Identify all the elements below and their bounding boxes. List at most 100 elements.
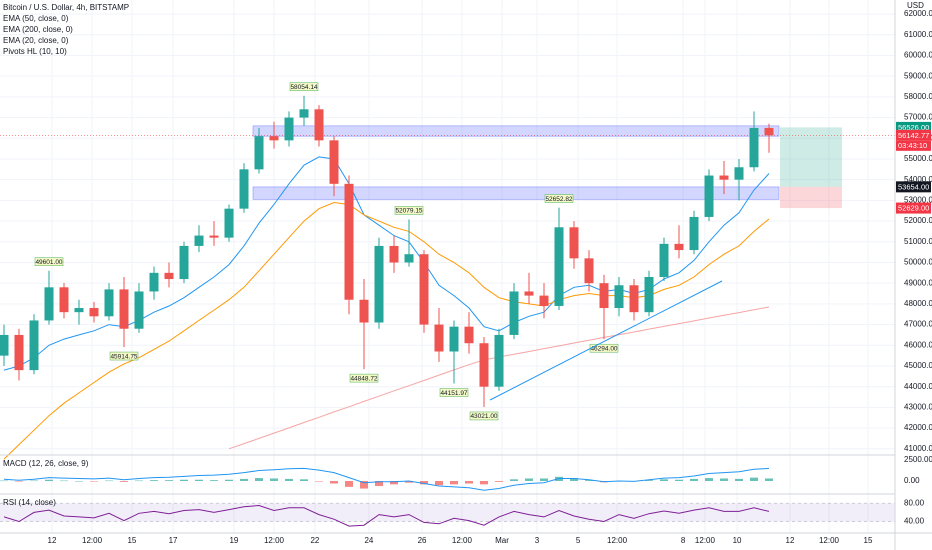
x-tick-label: 12	[48, 536, 57, 545]
y-tick-label: 43000.00	[904, 402, 932, 411]
target-price-tag-bg	[896, 121, 931, 133]
entry-price-tag-bg	[896, 181, 931, 193]
candle-body	[269, 136, 279, 141]
candle-body	[44, 287, 54, 321]
x-tick-label: 19	[229, 536, 238, 545]
candle-body	[284, 117, 294, 141]
macd-histogram-bar	[540, 478, 548, 481]
macd-histogram-bar	[30, 480, 38, 482]
pivot-box	[544, 194, 574, 203]
macd-histogram-bar	[405, 481, 413, 483]
x-tick-label: 17	[169, 536, 178, 545]
indicator-label: EMA (50, close, 0)	[3, 14, 69, 23]
y-tick-label: 44000.00	[904, 382, 932, 391]
candle-body	[299, 109, 309, 118]
pivot-label: 43021.00	[470, 413, 497, 420]
y-tick-label: 55000.00	[904, 154, 932, 163]
position-loss	[780, 186, 842, 209]
macd-histogram-bar	[315, 481, 323, 482]
macd-histogram-bar	[570, 478, 578, 481]
y-tick-label: 41000.00	[904, 444, 932, 453]
pivot-box	[34, 257, 64, 266]
currency-label: USD	[907, 1, 924, 10]
candle-body	[689, 216, 699, 251]
candle-body	[329, 140, 339, 184]
candle-body	[434, 324, 444, 352]
x-tick-label: 12	[786, 536, 795, 545]
macd-histogram-bar	[345, 481, 353, 487]
macd-histogram-bar	[90, 481, 98, 482]
candle-body	[704, 175, 714, 217]
y-tick-label: 42000.00	[904, 423, 932, 432]
macd-histogram-bar	[480, 481, 488, 485]
indicator-label: Pivots HL (10, 10)	[3, 47, 67, 56]
macd-histogram-bar	[465, 481, 473, 484]
candle-body	[674, 243, 684, 251]
pivot-box	[439, 388, 469, 397]
x-tick-label: 3	[535, 536, 540, 545]
macd-histogram-bar	[270, 478, 278, 481]
rsi-tick-label: 40.00	[904, 517, 925, 526]
candle-body	[0, 334, 9, 356]
candle-body	[119, 289, 129, 329]
macd-histogram-bar	[510, 479, 518, 481]
pivot-box	[394, 206, 424, 215]
y-tick-label: 45000.00	[904, 361, 932, 370]
macd-histogram-bar	[105, 480, 113, 482]
pivot-label: 46294.00	[590, 345, 617, 352]
macd-histogram-bar	[705, 478, 713, 481]
x-tick-label: 15	[864, 536, 873, 545]
macd-histogram-bar	[75, 481, 83, 482]
candle-body	[719, 175, 729, 180]
ema-line	[3, 201, 770, 460]
candle-body	[569, 227, 579, 259]
candle-body	[614, 285, 624, 309]
candle-body	[179, 245, 189, 280]
macd-line	[3, 467, 770, 491]
x-tick-label: 24	[364, 536, 373, 545]
macd-histogram-bar	[15, 481, 23, 482]
x-tick-label: 15	[127, 536, 136, 545]
stop-price-tag-bg	[896, 202, 931, 214]
pivot-label: 52652.82	[545, 196, 572, 203]
x-tick-label: 12:00	[82, 536, 103, 545]
zone	[252, 125, 780, 137]
macd-histogram-bar	[165, 480, 173, 481]
y-tick-label: 52000.00	[904, 216, 932, 225]
macd-histogram-bar	[450, 481, 458, 485]
pivot-label: 44151.97	[440, 390, 467, 397]
stop-price-tag: 52629.00	[898, 204, 929, 213]
macd-histogram-bar	[750, 477, 758, 481]
x-tick-label: 12:00	[264, 536, 285, 545]
macd-histogram-bar	[585, 480, 593, 481]
y-tick-label: 62000.00	[904, 9, 932, 18]
candle-body	[344, 183, 354, 300]
x-tick-label: 8	[681, 536, 686, 545]
y-tick-label: 61000.00	[904, 30, 932, 39]
candle-body	[554, 227, 564, 306]
macd-histogram-bar	[735, 478, 743, 481]
macd-histogram-bar	[375, 481, 383, 487]
macd-histogram-bar	[240, 478, 248, 481]
candle-body	[524, 291, 534, 296]
pivot-label: 45914.75	[110, 353, 137, 360]
macd-histogram-bar	[255, 478, 263, 481]
macd-histogram-bar	[300, 479, 308, 481]
y-tick-label: 46000.00	[904, 340, 932, 349]
macd-label: MACD (12, 26, close, 9)	[3, 459, 89, 468]
zone	[252, 186, 780, 200]
candle-body	[254, 136, 264, 170]
macd-histogram-bar	[0, 480, 8, 482]
candle-body	[584, 258, 594, 284]
candle-body	[194, 235, 204, 246]
pivot-label: 44848.72	[350, 375, 377, 382]
candle-body	[659, 243, 669, 277]
macd-histogram-bar	[390, 481, 398, 485]
x-tick-label: 12:00	[607, 536, 628, 545]
trend-line	[489, 280, 723, 401]
pivot-box	[109, 351, 139, 361]
entry-price-tag: 53654.00	[898, 182, 929, 191]
macd-histogram-bar	[225, 479, 233, 481]
macd-histogram-bar	[660, 479, 668, 481]
